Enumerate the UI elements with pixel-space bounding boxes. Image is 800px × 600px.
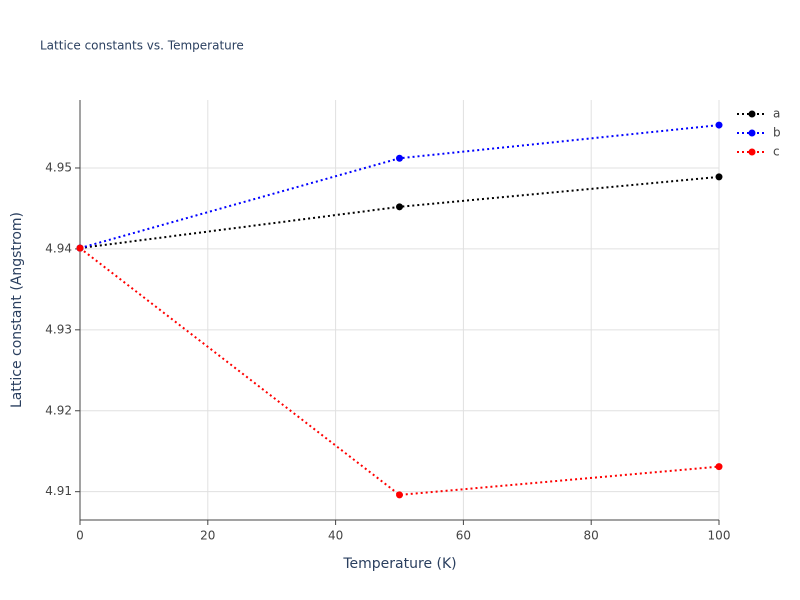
x-tick-label: 100 — [708, 529, 731, 543]
x-tick-label: 40 — [328, 529, 343, 543]
chart-title: Lattice constants vs. Temperature — [40, 39, 244, 53]
y-tick-label: 4.95 — [45, 160, 72, 174]
y-axis-title: Lattice constant (Angstrom) — [9, 212, 25, 408]
series-line — [79, 247, 720, 496]
y-tick-label: 4.91 — [45, 484, 72, 498]
y-tick-label: 4.93 — [45, 322, 72, 336]
legend-marker — [748, 110, 756, 118]
point — [396, 154, 403, 162]
point — [715, 121, 723, 129]
x-tick-label: 20 — [200, 529, 215, 543]
y-tick-label: 4.92 — [45, 403, 72, 417]
legend-label: a — [773, 107, 780, 121]
x-tick-label: 60 — [456, 529, 471, 543]
x-tick-label: 80 — [584, 529, 599, 543]
x-axis-title: Temperature (K) — [342, 556, 456, 572]
point — [396, 203, 403, 211]
x-tick-label: 0 — [76, 529, 84, 543]
point — [715, 463, 723, 471]
point — [396, 491, 403, 499]
legend-marker — [748, 129, 756, 137]
legend-label: b — [773, 126, 781, 140]
y-tick-label: 4.94 — [45, 241, 72, 255]
point — [76, 244, 84, 252]
point — [715, 173, 723, 181]
legend-label: c — [773, 145, 780, 159]
series-line — [79, 175, 720, 250]
legend-marker — [748, 148, 756, 156]
